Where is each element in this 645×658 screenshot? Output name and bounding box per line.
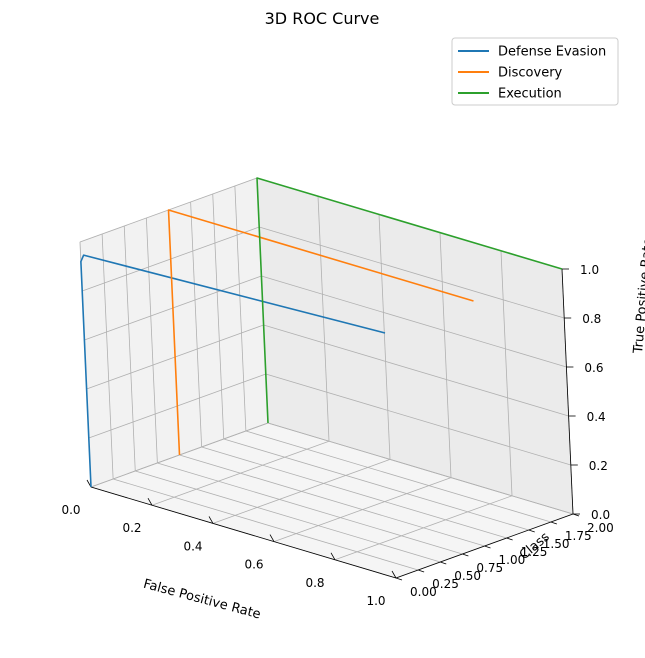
grid-x-back	[317, 196, 330, 442]
legend-frame	[451, 37, 619, 106]
grid-z-back	[259, 226, 565, 319]
grid-x-back	[378, 214, 391, 460]
y-tick-label: 0.00	[410, 585, 437, 599]
legend: Defense Evasion Discovery Execution	[451, 37, 619, 106]
y-tick-mark	[417, 569, 425, 573]
z-tick-label: 0.8	[582, 312, 601, 326]
y-tick-mark	[506, 537, 513, 541]
x-tick-label: 0.4	[183, 539, 202, 553]
grid-y-left	[212, 193, 225, 440]
grid-y-left	[145, 217, 158, 464]
y-tick-label: 1.25	[521, 545, 548, 559]
grid-z-back	[263, 324, 569, 417]
grid-y-floor	[113, 478, 419, 571]
grid-y-left	[190, 201, 203, 448]
y-tick-mark	[462, 553, 469, 557]
grid-y-left	[101, 233, 114, 480]
x-tick-label: 0.6	[244, 558, 263, 572]
grid-x-back	[439, 232, 452, 478]
y-tick-label: 0.25	[432, 577, 459, 591]
x-tick-label: 0.0	[61, 503, 80, 517]
y-tick-label: 0.50	[454, 569, 481, 583]
grid-y-left	[234, 185, 247, 432]
y-tick-label: 1.75	[565, 529, 592, 543]
series-lines	[80, 177, 563, 488]
z-axis-line	[561, 268, 574, 515]
series-line-1	[167, 209, 474, 456]
y-tick-mark	[550, 521, 558, 525]
y-tick-mark	[528, 529, 535, 533]
z-tick-label: 0.2	[589, 459, 608, 473]
x-tick-mark	[269, 534, 275, 542]
z-tick-label: 0.0	[591, 508, 610, 522]
y-tick-mark	[440, 561, 447, 565]
y-tick-label: 2.00	[587, 521, 614, 535]
grid-z-back	[261, 275, 567, 368]
y-tick-label: 1.00	[499, 553, 526, 567]
grid-z-back	[267, 422, 574, 515]
z-axis-label: True Positive Rate	[631, 237, 645, 355]
grid-y-floor	[135, 470, 441, 563]
y-tick-mark	[484, 545, 491, 549]
grid-y-floor	[245, 430, 551, 523]
series-line-2	[256, 177, 563, 424]
x-tick-label: 0.2	[122, 521, 141, 535]
chart-title: 3D ROC Curve	[265, 9, 380, 28]
z-tick-label: 0.4	[587, 410, 606, 424]
x-axis-line	[90, 486, 397, 579]
y-tick-label: 0.75	[476, 561, 503, 575]
x-tick-label: 0.8	[305, 576, 324, 590]
x-tick-mark	[147, 498, 153, 506]
tick-marks: 0.00.20.40.60.81.00.000.250.500.751.001.…	[61, 263, 613, 608]
y-tick-label: 1.50	[543, 537, 570, 551]
grid-y-floor	[157, 462, 463, 555]
x-tick-mark	[208, 516, 214, 524]
series-line-0	[80, 254, 386, 488]
legend-entry-execution: Execution	[498, 87, 562, 102]
grid-x-back	[500, 250, 513, 496]
grid-z-back	[265, 373, 571, 466]
z-tick-label: 1.0	[580, 263, 599, 277]
x-tick-mark	[391, 570, 397, 579]
legend-entry-discovery: Discovery	[498, 66, 563, 81]
x-tick-label: 1.0	[366, 594, 385, 608]
grid-y-floor	[223, 438, 529, 531]
grid-y-floor	[179, 454, 485, 547]
x-tick-mark	[330, 552, 336, 560]
legend-entry-defense-evasion: Defense Evasion	[498, 45, 606, 60]
x-axis-label: False Positive Rate	[142, 577, 263, 623]
y-tick-mark	[395, 577, 403, 581]
grid-y-floor	[201, 446, 507, 539]
z-tick-label: 0.6	[584, 361, 603, 375]
